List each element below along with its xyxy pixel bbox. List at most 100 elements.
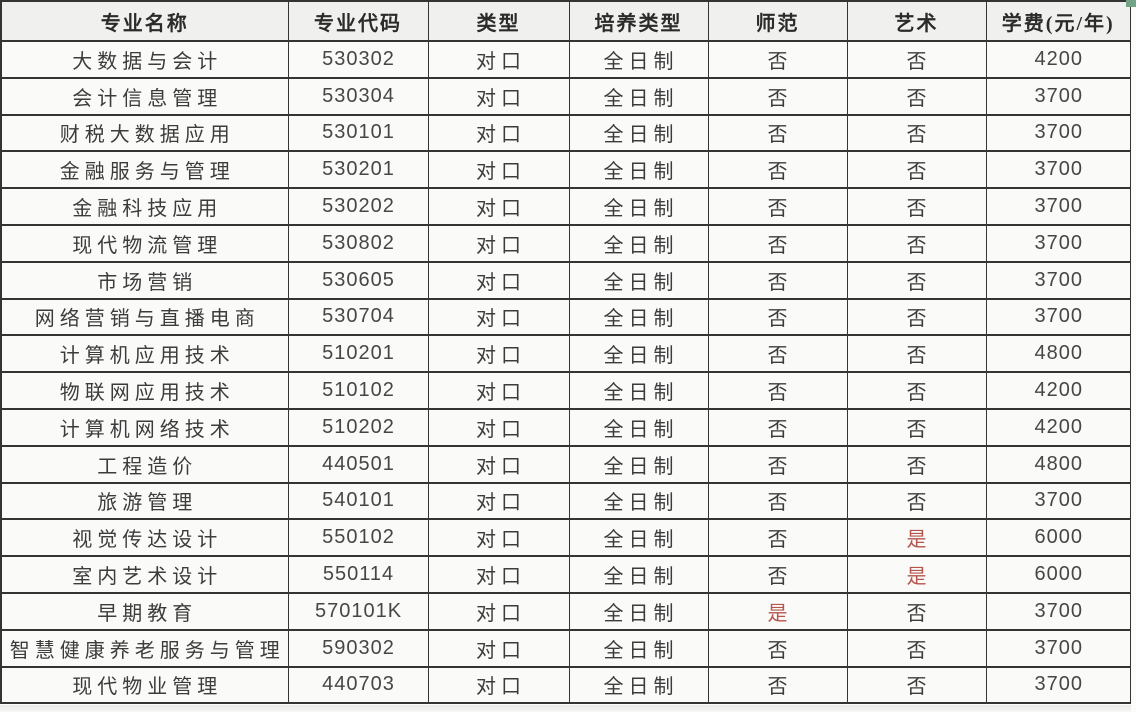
column-header-training: 培养类型: [568, 0, 709, 42]
cell-training: 全日制: [568, 591, 709, 631]
cell-type: 对口: [427, 444, 570, 484]
cell-tuition: 3700: [985, 150, 1132, 190]
cell-normal: 否: [707, 518, 848, 558]
cell-training: 全日制: [568, 297, 709, 337]
cell-code: 570101K: [287, 591, 429, 631]
cell-code: 530802: [287, 223, 429, 263]
cell-code: 590302: [287, 628, 429, 668]
header-row: 专业名称 专业代码 类型 培养类型 师范 艺术 学费(元/年): [0, 0, 1132, 42]
cell-type: 对口: [427, 297, 570, 337]
cell-tuition: 6000: [985, 555, 1132, 594]
cell-name: 金融科技应用: [0, 187, 289, 226]
column-header-name: 专业名称: [0, 0, 289, 42]
cell-tuition: 6000: [985, 518, 1132, 558]
cell-type: 对口: [427, 113, 570, 153]
cell-name: 现代物流管理: [0, 223, 289, 263]
column-header-type: 类型: [427, 0, 570, 42]
table-row: 会计信息管理 530304 对口 全日制否否 3700: [0, 76, 1132, 116]
cell-art: 否: [846, 628, 987, 668]
cell-art: 否: [846, 444, 987, 484]
table-row: 现代物流管理 530802 对口 全日制否否 3700: [0, 223, 1132, 263]
table-row: 工程造价 440501 对口 全日制否否 4800: [0, 444, 1132, 484]
cell-name: 现代物业管理: [0, 665, 289, 705]
cell-name: 大数据与会计: [0, 40, 289, 79]
cell-training: 全日制: [568, 334, 709, 374]
cell-code: 510102: [287, 371, 429, 410]
column-header-normal: 师范: [707, 0, 848, 42]
cell-training: 全日制: [568, 444, 709, 484]
cell-name: 物联网应用技术: [0, 371, 289, 410]
cell-name: 室内艺术设计: [0, 555, 289, 594]
table-row: 室内艺术设计 550114 对口 全日制否是 6000: [0, 555, 1132, 594]
cell-type: 对口: [427, 187, 570, 226]
cell-type: 对口: [427, 591, 570, 631]
cell-art: 否: [846, 260, 987, 300]
cell-code: 530202: [287, 187, 429, 226]
cell-art: 否: [846, 76, 987, 116]
cell-normal: 否: [707, 334, 848, 374]
cell-code: 530201: [287, 150, 429, 190]
table-body: 大数据与会计 530302 对口 全日制否否 4200 会计信息管理 530304 对口 全日制…: [0, 40, 1132, 705]
cell-art: 否: [846, 187, 987, 226]
cell-type: 对口: [427, 76, 570, 116]
cell-normal: 否: [707, 40, 848, 79]
cell-name: 计算机应用技术: [0, 334, 289, 374]
cell-tuition: 3700: [985, 76, 1132, 116]
cell-type: 对口: [427, 628, 570, 668]
cell-normal: 否: [707, 628, 848, 668]
cell-tuition: 3700: [985, 481, 1132, 521]
cell-art: 否: [846, 297, 987, 337]
cell-normal: 否: [707, 187, 848, 226]
cell-name: 视觉传达设计: [0, 518, 289, 558]
table-row: 计算机网络技术 510202 对口 全日制否否 4200: [0, 407, 1132, 447]
cell-type: 对口: [427, 371, 570, 410]
cell-tuition: 3700: [985, 665, 1132, 705]
cell-type: 对口: [427, 223, 570, 263]
cell-type: 对口: [427, 150, 570, 190]
cell-tuition: 4800: [985, 334, 1132, 374]
cell-art: 否: [846, 591, 987, 631]
cell-training: 全日制: [568, 113, 709, 153]
cell-normal: 否: [707, 555, 848, 594]
cell-training: 全日制: [568, 223, 709, 263]
cell-tuition: 4800: [985, 444, 1132, 484]
cell-art: 否: [846, 407, 987, 447]
cell-tuition: 3700: [985, 223, 1132, 263]
cell-type: 对口: [427, 555, 570, 594]
cell-code: 530605: [287, 260, 429, 300]
cell-training: 全日制: [568, 481, 709, 521]
table-row: 市场营销 530605 对口 全日制否否 3700: [0, 260, 1132, 300]
cell-code: 530302: [287, 40, 429, 79]
cell-art: 是: [846, 518, 987, 558]
cell-code: 510202: [287, 407, 429, 447]
cell-tuition: 4200: [985, 407, 1132, 447]
cell-art: 是: [846, 555, 987, 594]
cell-tuition: 4200: [985, 371, 1132, 410]
table-row: 现代物业管理 440703 对口 全日制否否 3700: [0, 665, 1132, 705]
cell-normal: 否: [707, 260, 848, 300]
table-row: 大数据与会计 530302 对口 全日制否否 4200: [0, 40, 1132, 79]
cell-name: 智慧健康养老服务与管理: [0, 628, 289, 668]
cell-tuition: 3700: [985, 187, 1132, 226]
table-row: 网络营销与直播电商 530704 对口 全日制否否 3700: [0, 297, 1132, 337]
cell-training: 全日制: [568, 518, 709, 558]
cell-art: 否: [846, 665, 987, 705]
cell-training: 全日制: [568, 407, 709, 447]
cell-normal: 否: [707, 113, 848, 153]
cell-tuition: 3700: [985, 113, 1132, 153]
cell-name: 会计信息管理: [0, 76, 289, 116]
cell-training: 全日制: [568, 628, 709, 668]
cell-training: 全日制: [568, 76, 709, 116]
cell-tuition: 3700: [985, 591, 1132, 631]
cell-normal: 否: [707, 407, 848, 447]
table-row: 旅游管理 540101 对口 全日制否否 3700: [0, 481, 1132, 521]
cell-code: 510201: [287, 334, 429, 374]
cell-type: 对口: [427, 334, 570, 374]
cell-code: 440703: [287, 665, 429, 705]
cell-normal: 否: [707, 481, 848, 521]
cell-name: 市场营销: [0, 260, 289, 300]
table-row: 财税大数据应用 530101 对口 全日制否否 3700: [0, 113, 1132, 153]
table-row: 物联网应用技术 510102 对口 全日制否否 4200: [0, 371, 1132, 410]
cell-type: 对口: [427, 407, 570, 447]
